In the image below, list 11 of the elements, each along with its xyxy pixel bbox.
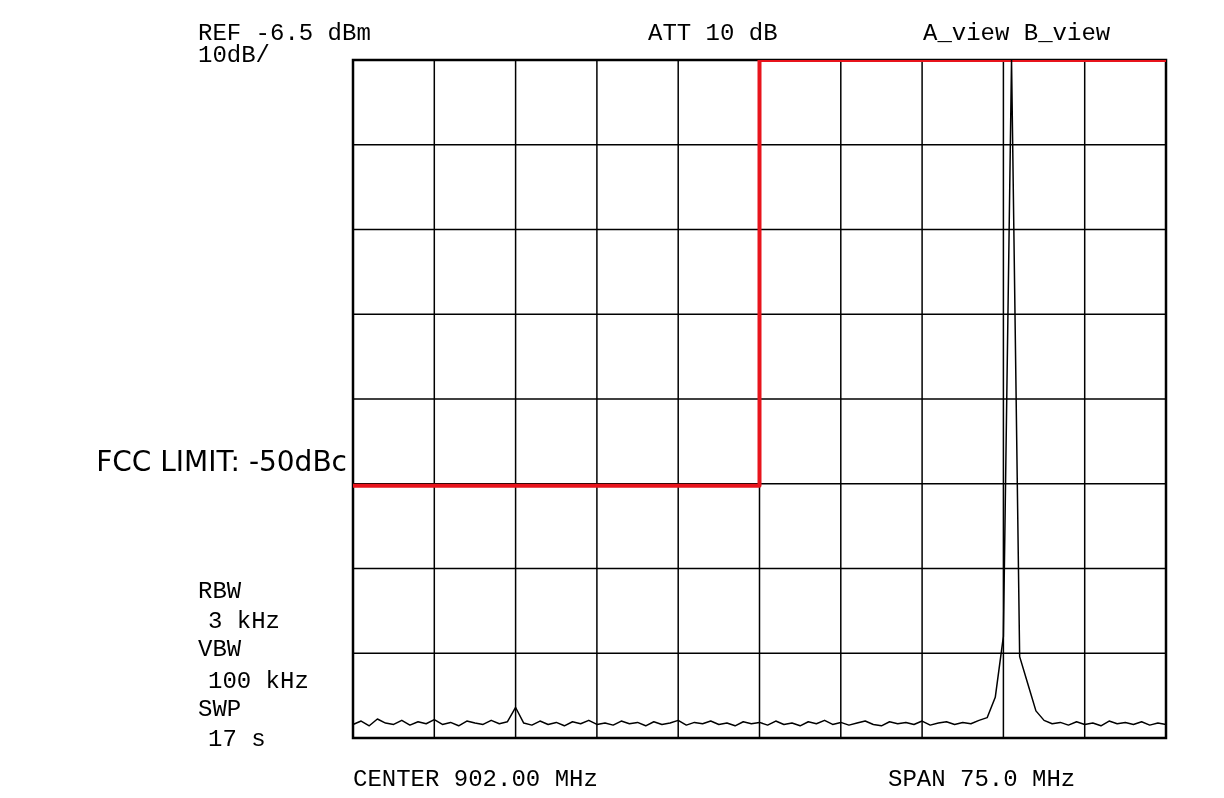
text: ATT 10 dB xyxy=(648,20,778,47)
text: 17 s xyxy=(208,726,266,753)
text: CENTER 902.00 MHz xyxy=(353,766,598,793)
series-label: FCC LIMIT: -50dBc xyxy=(96,445,347,479)
text: SPAN 75.0 MHz xyxy=(888,766,1076,793)
text: A_view B_view xyxy=(923,20,1111,47)
text: 100 kHz xyxy=(208,668,309,695)
text: VBW xyxy=(198,636,242,663)
text: RBW xyxy=(198,578,242,605)
text: 3 kHz xyxy=(208,608,281,635)
text: SWP xyxy=(198,696,242,723)
